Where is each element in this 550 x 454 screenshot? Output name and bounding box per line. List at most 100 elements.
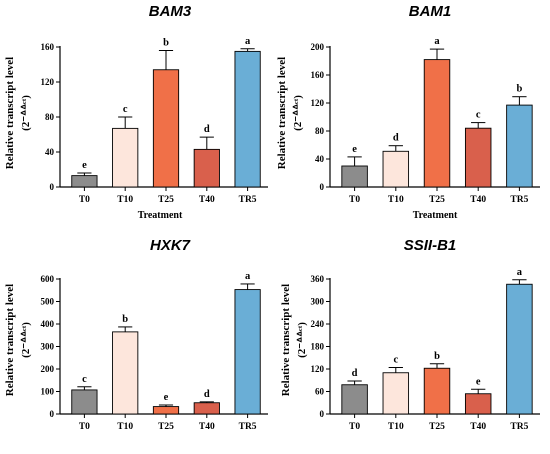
panel-bam1-sig-label-t40: c	[476, 110, 481, 121]
panel-hxk7-ylabel: Relative transcript level	[4, 284, 16, 396]
panel-ssii-b1-sig-label-t10: c	[393, 355, 398, 366]
panel-hxk7-xtick-label: T40	[199, 422, 215, 432]
panel-bam3-xtick-label: T10	[117, 195, 133, 205]
panel-hxk7-ytick-label: 0	[50, 409, 55, 419]
panel-hxk7-bar-t40	[193, 402, 220, 415]
panel-ssii-b1-xtick-label: T0	[349, 422, 360, 432]
panel-bam1-bar-t0	[341, 165, 368, 188]
panel-ssii-b1-bar-t40	[464, 393, 492, 415]
panel-ssii-b1-sig-label-t0: d	[352, 368, 358, 379]
panel-ssii-b1: SSII-B1 Relative transcript level (2⁻ᐞᐞᶜ…	[280, 237, 540, 432]
panel-hxk7-bar-t0	[71, 389, 98, 415]
panel-bam3: BAM3 Relative transcript level (2⁻ᐞᐞᶜᵗ) …	[4, 3, 268, 221]
panel-hxk7-ytick-label: 500	[41, 297, 55, 307]
panel-bam3-ytick-label: 0	[50, 182, 55, 192]
panel-hxk7-ytick-label: 200	[41, 364, 55, 374]
panel-bam1-ytick-label: 80	[315, 126, 325, 136]
panel-bam3-sig-label-t10: c	[123, 104, 128, 115]
panel-bam3-bar-t0	[71, 175, 98, 188]
panel-ssii-b1-ytick-label: 240	[311, 319, 325, 329]
panel-bam1-ytick-label: 40	[315, 154, 325, 164]
panel-bam3-ylabel-formula: (2⁻ᐞᐞᶜᵗ)	[20, 95, 32, 131]
panel-bam1-xtick-label: T40	[470, 195, 486, 205]
panel-ssii-b1-ytick-label: 300	[311, 297, 325, 307]
panel-bam1-sig-label-t10: d	[393, 133, 399, 144]
panel-ssii-b1-bar-t10	[382, 372, 410, 415]
panel-bam3-sig-label-t0: e	[82, 160, 87, 171]
panel-bam1-ytick-label: 200	[311, 42, 325, 52]
panel-bam1-ytick-label: 0	[320, 182, 325, 192]
panel-ssii-b1-plot: 0 60 120 180 240 300 360 d T0 c T10 b T25 e T40 a TR5	[311, 267, 540, 432]
panel-bam3-bar-t10	[112, 127, 139, 188]
panel-bam3-ytick-label: 40	[45, 147, 55, 157]
panel-bam1-sig-label-tr5: b	[516, 84, 522, 95]
panel-hxk7-ytick-label: 600	[41, 274, 55, 284]
panel-bam3-sig-label-t25: b	[163, 38, 169, 49]
panel-bam1-sig-label-t25: a	[434, 36, 440, 47]
panel-hxk7-ytick-label: 100	[41, 387, 55, 397]
panel-hxk7-bar-t10	[112, 331, 139, 415]
panel-bam3-sig-label-tr5: a	[245, 36, 251, 47]
panel-hxk7-sig-label-t10: b	[122, 314, 128, 325]
panel-hxk7-xtick-label: T0	[79, 422, 90, 432]
panel-ssii-b1-ytick-label: 360	[311, 274, 325, 284]
panel-hxk7-sig-label-t40: d	[204, 389, 210, 400]
panel-bam1-bar-t40	[464, 127, 492, 188]
panel-bam3-plot: 0 40 80 120 160 e T0 c T10 b T25 d T40 a TR5	[41, 36, 268, 205]
panel-bam3-xtick-label: T0	[79, 195, 90, 205]
panel-hxk7-plot: 0 100 200 300 400 500 600 c T0 b T10 e T25 d T40 a TR5	[41, 271, 268, 432]
panel-bam3-ytick-label: 80	[45, 112, 55, 122]
panel-bam1-title: BAM1	[409, 3, 452, 20]
panel-ssii-b1-bar-t0	[341, 384, 368, 415]
panel-bam3-title: BAM3	[149, 3, 192, 20]
panel-bam1-plot: 0 40 80 120 160 200 e T0 d T10 a T25 c T40 b TR5	[311, 36, 540, 205]
panel-hxk7-xtick-label: TR5	[239, 422, 257, 432]
panel-ssii-b1-bar-t25	[423, 367, 451, 415]
panel-ssii-b1-xtick-label: T40	[470, 422, 486, 432]
panel-ssii-b1-sig-label-t25: b	[434, 351, 440, 362]
panel-hxk7-sig-label-tr5: a	[245, 271, 251, 282]
panel-bam1-sig-label-t0: e	[352, 144, 357, 155]
panel-ssii-b1-sig-label-t40: e	[476, 376, 481, 387]
panel-bam1-xtick-label: T10	[388, 195, 404, 205]
panel-bam1-bar-tr5	[506, 104, 533, 188]
panel-bam1-xtick-label: TR5	[510, 195, 528, 205]
panel-bam3-bar-t25	[152, 69, 180, 188]
panel-hxk7-xtick-label: T25	[158, 422, 174, 432]
panel-bam3-xtick-label: T40	[199, 195, 215, 205]
panel-ssii-b1-bar-tr5	[506, 283, 533, 415]
panel-ssii-b1-xtick-label: TR5	[510, 422, 528, 432]
panel-ssii-b1-ylabel: Relative transcript level	[280, 284, 292, 396]
panel-hxk7-bar-tr5	[234, 289, 261, 415]
panel-ssii-b1-ytick-label: 60	[315, 387, 325, 397]
panel-hxk7-ylabel-formula: (2⁻ᐞᐞᶜᵗ)	[20, 322, 32, 358]
panel-bam3-ytick-label: 160	[41, 42, 55, 52]
panel-ssii-b1-ytick-label: 0	[320, 409, 325, 419]
panel-bam1-xtick-label: T25	[429, 195, 445, 205]
panel-bam3-xtick-label: TR5	[239, 195, 257, 205]
panel-bam3-xlabel: Treatment	[138, 210, 183, 221]
panel-hxk7-bar-t25	[152, 406, 180, 415]
panel-bam1-ylabel-formula: (2⁻ᐞᐞᶜᵗ)	[292, 95, 304, 131]
panel-ssii-b1-ytick-label: 180	[311, 342, 325, 352]
panel-hxk7-ytick-label: 300	[41, 342, 55, 352]
panel-ssii-b1-title: SSII-B1	[404, 237, 457, 254]
panel-bam1-ytick-label: 120	[311, 98, 325, 108]
panel-bam1-xtick-label: T0	[349, 195, 360, 205]
panel-hxk7-xtick-label: T10	[117, 422, 133, 432]
panel-hxk7: HXK7 Relative transcript level (2⁻ᐞᐞᶜᵗ) …	[4, 237, 268, 432]
panel-bam3-bar-tr5	[234, 50, 261, 188]
panel-ssii-b1-ylabel-formula: (2⁻ᐞᐞᶜᵗ)	[296, 322, 308, 358]
panel-bam1: BAM1 Relative transcript level (2⁻ᐞᐞᶜᵗ) …	[276, 3, 540, 221]
panel-ssii-b1-sig-label-tr5: a	[517, 267, 523, 278]
panel-bam1-bar-t10	[382, 150, 410, 188]
panel-bam1-bar-t25	[423, 59, 451, 188]
panel-ssii-b1-ytick-label: 120	[311, 364, 325, 374]
panel-bam1-ytick-label: 160	[311, 70, 325, 80]
panel-bam3-bar-t40	[193, 148, 220, 188]
panel-ssii-b1-xtick-label: T25	[429, 422, 445, 432]
panel-hxk7-ytick-label: 400	[41, 319, 55, 329]
panel-hxk7-sig-label-t0: c	[82, 374, 87, 385]
panel-bam1-ylabel: Relative transcript level	[276, 57, 288, 169]
